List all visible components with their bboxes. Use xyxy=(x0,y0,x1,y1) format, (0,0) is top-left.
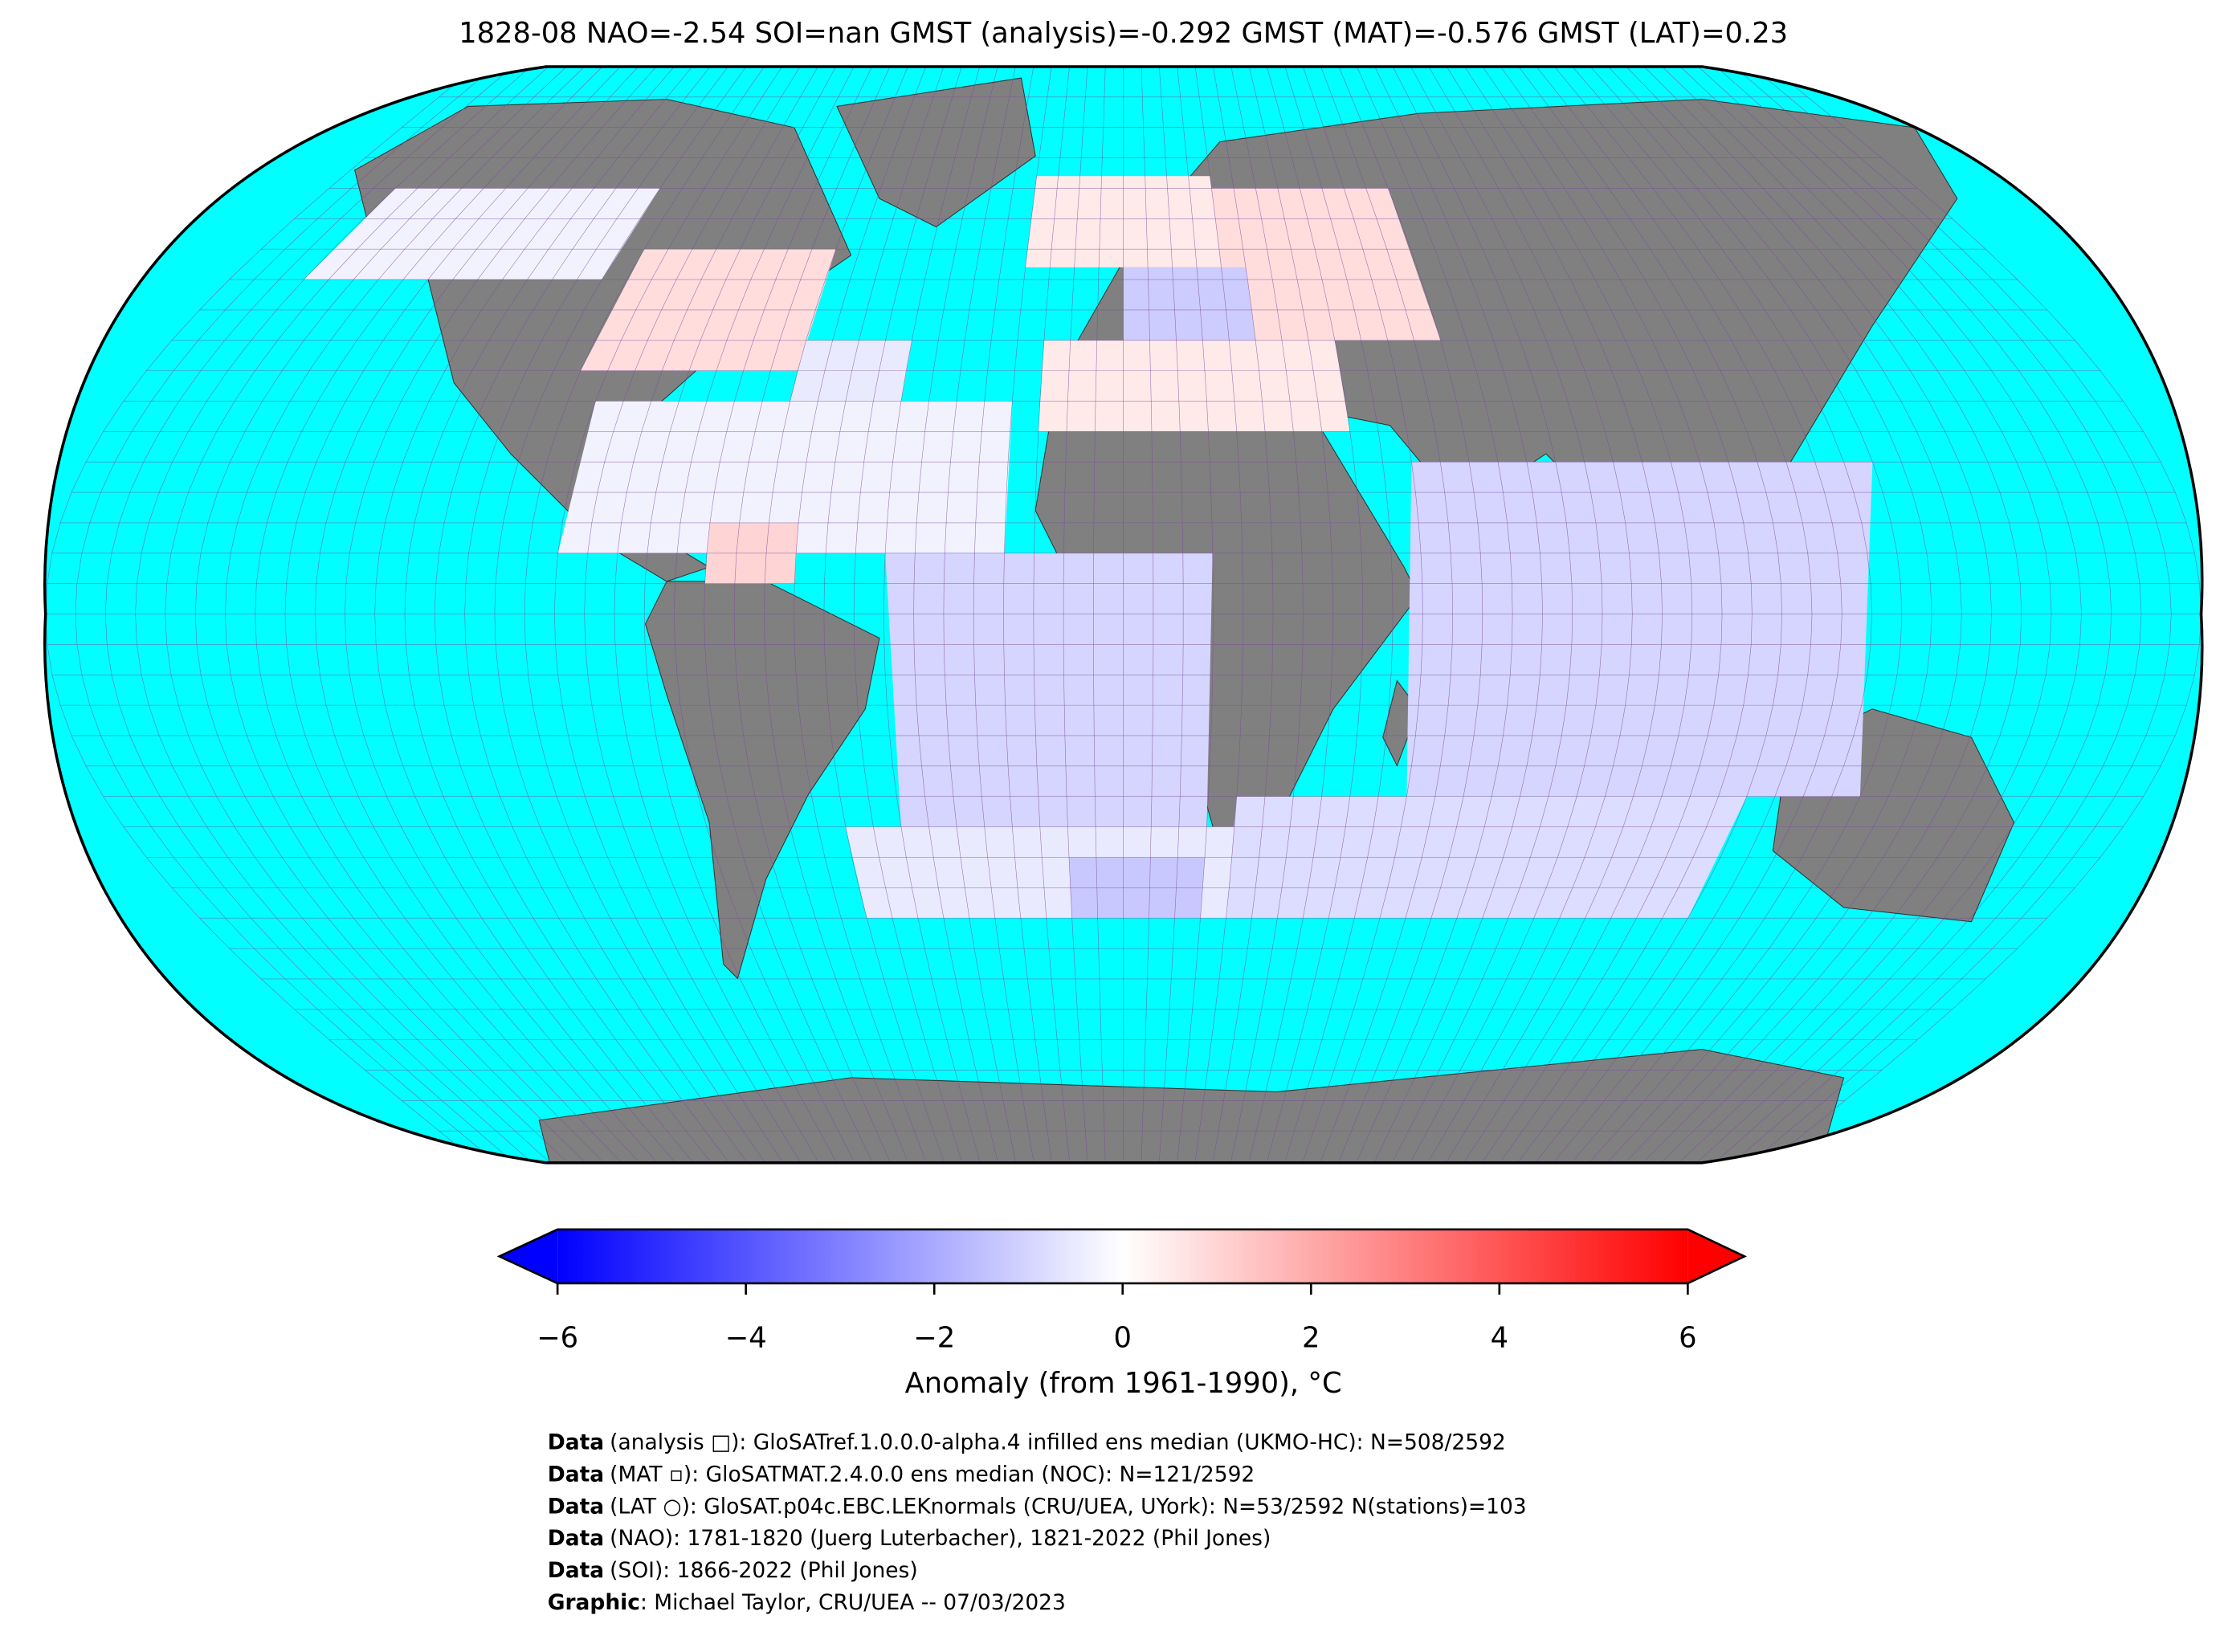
footer-line: Data (NAO): 1781-1820 (Juerg Luterbacher)… xyxy=(548,1526,1271,1551)
colorbar-extend-low xyxy=(499,1229,558,1283)
footer-line: Graphic: Michael Taylor, CRU/UEA -- 07/0… xyxy=(548,1590,1066,1615)
colorbar-tick-label: −2 xyxy=(913,1321,955,1354)
footer-bold: Graphic xyxy=(548,1590,640,1615)
footer-bold: Data xyxy=(548,1494,604,1519)
footer-line: Data (SOI): 1866-2022 (Phil Jones) xyxy=(548,1558,918,1583)
anomaly-cell xyxy=(304,188,660,280)
footer-bold: Data xyxy=(548,1558,604,1583)
antarctica xyxy=(538,1049,1845,1163)
footer: Data (analysis □): GloSATref.1.0.0.0-alph… xyxy=(548,1430,1527,1616)
anomaly-cell xyxy=(1038,340,1350,432)
footer-text: : Michael Taylor, CRU/UEA -- 07/03/2023 xyxy=(640,1590,1066,1615)
anomaly-cell xyxy=(845,826,1291,919)
map xyxy=(44,66,2202,1163)
footer-bold: Data xyxy=(548,1526,604,1551)
colorbar-tick-label: 4 xyxy=(1491,1321,1508,1354)
title: 1828-08 NAO=-2.54 SOI=nan GMST (analysis… xyxy=(459,17,1788,50)
footer-text: (analysis □): GloSATref.1.0.0.0-alpha.4 … xyxy=(610,1430,1506,1455)
colorbar: −6 −4 −2 0 2 4 6 xyxy=(496,1228,1748,1354)
colorbar-tick-label: −6 xyxy=(537,1321,578,1354)
colorbar-tick-label: −4 xyxy=(725,1321,767,1354)
colorbar-tick-label: 2 xyxy=(1302,1321,1320,1354)
footer-text: (MAT ▫): GloSATMAT.2.4.0.0 ens median (N… xyxy=(610,1462,1255,1487)
colorbar-extend-high xyxy=(1687,1229,1745,1283)
colorbar-tick-label: 6 xyxy=(1679,1321,1696,1354)
footer-bold: Data xyxy=(548,1462,604,1487)
anomaly-cell xyxy=(557,401,1013,553)
footer-text: (LAT ○): GloSAT.p04c.EBC.LEKnormals (CRU… xyxy=(610,1494,1526,1519)
footer-text: (NAO): 1781-1820 (Juerg Luterbacher), 18… xyxy=(610,1526,1271,1551)
anomaly-cell xyxy=(1406,462,1873,797)
colorbar-gradient xyxy=(557,1229,1688,1283)
south-america xyxy=(645,581,880,980)
colorbar-tick-label: 0 xyxy=(1114,1321,1132,1354)
footer-line: Data (analysis □): GloSATref.1.0.0.0-alph… xyxy=(548,1430,1506,1455)
anomaly-cell xyxy=(1211,188,1441,341)
footer-line: Data (MAT ▫): GloSATMAT.2.4.0.0 ens media… xyxy=(548,1462,1255,1487)
footer-bold: Data xyxy=(548,1430,604,1455)
map-outline xyxy=(43,65,2204,1165)
footer-text: (SOI): 1866-2022 (Phil Jones) xyxy=(610,1558,917,1583)
colorbar-label: Anomaly (from 1961-1990), °C xyxy=(905,1367,1342,1400)
footer-line: Data (LAT ○): GloSAT.p04c.EBC.LEKnormals … xyxy=(548,1494,1527,1519)
graticule xyxy=(45,66,2202,1162)
anomaly-cell xyxy=(885,553,1213,827)
anomaly-cell xyxy=(1123,267,1256,341)
